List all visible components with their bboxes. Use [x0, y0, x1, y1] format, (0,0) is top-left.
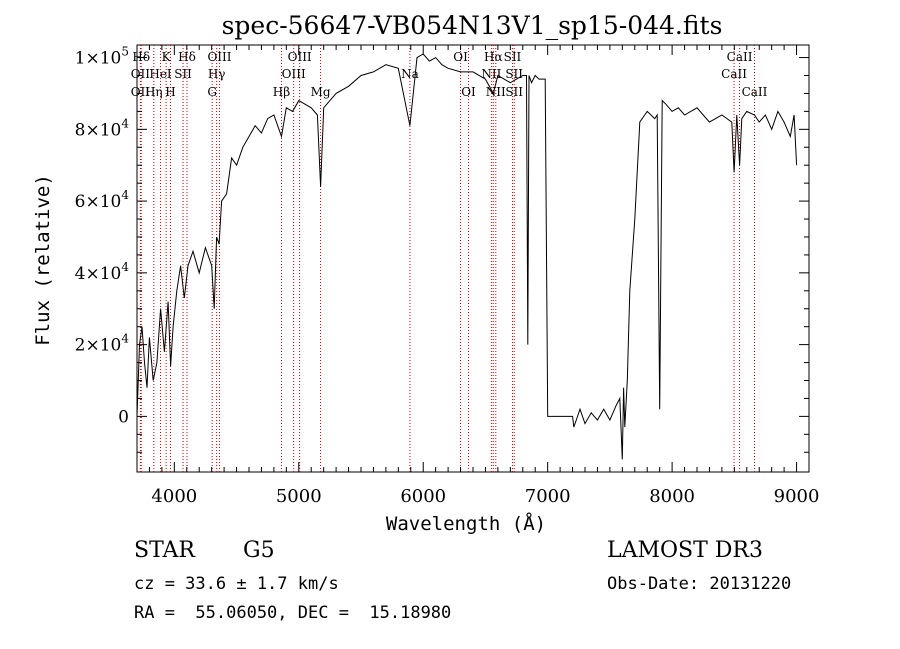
x-tick-label: 6000	[400, 486, 446, 507]
y-tick-label: 6×104	[75, 188, 130, 212]
y-axis-label: Flux (relative)	[32, 174, 54, 346]
spectrum-line	[137, 53, 798, 460]
line-label: OI	[461, 85, 476, 99]
x-tick-label: 7000	[525, 486, 571, 507]
line-label: G	[207, 85, 217, 99]
observation-date: Obs-Date: 20131220	[607, 574, 792, 594]
line-label: Hγ	[208, 67, 226, 81]
y-tick-label: 8×104	[75, 116, 130, 140]
line-label: H	[165, 85, 175, 99]
x-axis-label: Wavelength (Å)	[386, 512, 546, 535]
survey-name: LAMOST DR3	[607, 538, 763, 563]
line-label: SII	[505, 67, 523, 81]
line-label: Hδ	[178, 50, 196, 64]
line-label: CaII	[727, 50, 753, 64]
x-tick-label: 5000	[276, 486, 322, 507]
line-label: OI	[453, 50, 468, 64]
y-tick-label: 4×104	[75, 260, 130, 284]
y-axis: 0 2×104 4×104 6×104 8×104 1×105	[75, 45, 809, 453]
spectral-line-labels: Hδ OII OII K HeI Hη Hδ SII H OIII Hγ G Hβ OIII OIII Mg N…	[131, 50, 768, 99]
line-label: Hη	[145, 85, 163, 99]
x-axis: 4000 5000 6000 7000 8000 9000	[136, 45, 820, 507]
line-label: CaII	[721, 67, 747, 81]
line-label: Mg	[311, 85, 331, 99]
line-label: NII	[486, 85, 506, 99]
object-class: STAR	[134, 538, 195, 563]
line-label: OIII	[288, 50, 312, 64]
object-subclass: G5	[243, 538, 275, 563]
y-tick-label: 1×105	[75, 45, 129, 69]
line-label: CaII	[742, 85, 768, 99]
line-label: K	[162, 50, 172, 64]
chart-title: spec-56647-VB054N13V1_sp15-044.fits	[222, 11, 723, 40]
line-label: OII	[131, 67, 151, 81]
line-label: Hα	[484, 50, 503, 64]
plot-frame	[136, 44, 810, 473]
line-label: Hδ	[132, 50, 150, 64]
spectral-line-markers	[139, 45, 755, 472]
line-label: HeI	[149, 67, 172, 81]
line-label: OII	[131, 85, 151, 99]
coordinates: RA = 55.06050, DEC = 15.18980	[134, 603, 452, 623]
line-label: Hβ	[273, 85, 290, 99]
line-label: NII	[481, 67, 501, 81]
x-tick-label: 8000	[649, 486, 695, 507]
redshift-velocity: cz = 33.6 ± 1.7 km/s	[134, 574, 339, 594]
y-tick-label: 0	[118, 407, 129, 427]
line-label: OIII	[282, 67, 306, 81]
line-label: Na	[401, 67, 419, 81]
line-label: SII	[174, 67, 192, 81]
y-tick-label: 2×104	[75, 332, 130, 356]
line-label: OIII	[207, 50, 231, 64]
x-tick-label: 4000	[151, 486, 197, 507]
x-tick-label: 9000	[774, 486, 820, 507]
line-label: SII	[505, 85, 523, 99]
line-label: SII	[504, 50, 522, 64]
